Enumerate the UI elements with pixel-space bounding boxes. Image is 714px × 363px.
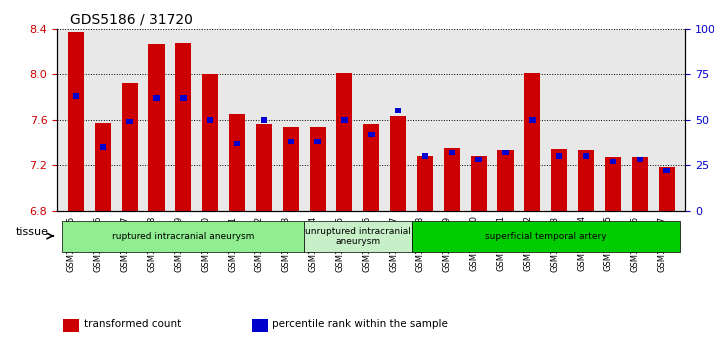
Bar — [207, 117, 213, 122]
FancyBboxPatch shape — [63, 221, 304, 252]
Bar — [121, 83, 138, 211]
Bar — [476, 157, 482, 163]
Text: percentile rank within the sample: percentile rank within the sample — [272, 319, 448, 329]
Bar — [448, 150, 455, 155]
Bar — [444, 148, 460, 211]
Bar — [524, 73, 540, 211]
Bar — [68, 32, 84, 211]
Bar — [288, 139, 294, 144]
Bar — [95, 123, 111, 211]
Bar — [368, 132, 375, 137]
Bar — [283, 127, 298, 211]
Bar — [578, 150, 594, 211]
Bar — [202, 74, 218, 211]
Bar — [471, 156, 487, 211]
Bar — [632, 157, 648, 211]
Bar — [363, 125, 379, 211]
FancyBboxPatch shape — [304, 221, 411, 252]
Text: unruptured intracranial
aneurysm: unruptured intracranial aneurysm — [305, 227, 411, 246]
Bar — [256, 125, 272, 211]
Bar — [336, 73, 353, 211]
Bar — [663, 168, 670, 173]
Bar — [556, 153, 563, 159]
Bar — [583, 153, 589, 159]
Bar — [529, 117, 536, 122]
FancyBboxPatch shape — [411, 221, 680, 252]
Bar — [126, 119, 133, 124]
Bar — [390, 117, 406, 211]
Bar — [149, 44, 164, 211]
Bar — [637, 157, 643, 163]
Text: tissue: tissue — [16, 227, 49, 237]
Bar — [503, 150, 509, 155]
Bar — [498, 150, 513, 211]
Bar — [658, 167, 675, 211]
Bar — [73, 94, 79, 99]
Bar — [610, 159, 616, 164]
Bar — [341, 117, 348, 122]
Bar — [605, 157, 621, 211]
Bar — [551, 149, 568, 211]
Text: ruptured intracranial aneurysm: ruptured intracranial aneurysm — [112, 232, 254, 241]
Bar — [422, 153, 428, 159]
Bar — [229, 114, 245, 211]
Bar — [180, 95, 186, 101]
Bar — [64, 319, 79, 332]
Bar — [154, 95, 160, 101]
Text: transformed count: transformed count — [84, 319, 181, 329]
Bar — [175, 43, 191, 211]
Bar — [395, 108, 401, 113]
Bar — [314, 139, 321, 144]
Text: superficial temporal artery: superficial temporal artery — [485, 232, 607, 241]
Bar — [233, 141, 240, 146]
Text: GDS5186 / 31720: GDS5186 / 31720 — [70, 12, 193, 26]
Bar — [261, 117, 267, 122]
Bar — [252, 319, 268, 332]
Bar — [417, 156, 433, 211]
Bar — [99, 144, 106, 150]
Bar — [310, 127, 326, 211]
